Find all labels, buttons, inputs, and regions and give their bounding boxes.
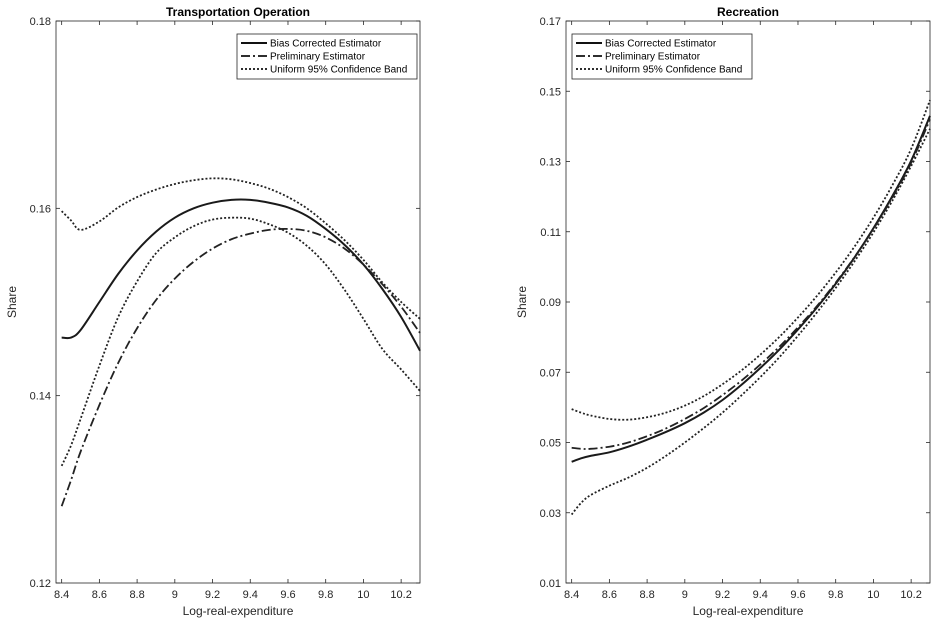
legend-label: Bias Corrected Estimator [270,39,382,50]
x-tick-label: 10 [867,589,879,601]
legend-label: Preliminary Estimator [270,52,366,63]
x-tick-label: 8.8 [129,589,144,601]
x-tick-label: 9.2 [205,589,220,601]
x-tick-label: 10.2 [900,589,921,601]
y-tick-label: 0.07 [540,367,561,379]
series-line-2 [571,118,931,450]
legend: Bias Corrected Estimator Preliminary Esti… [571,33,753,80]
y-tick-label: 0.18 [30,16,51,28]
legend-label: Preliminary Estimator [605,52,701,63]
legend: Bias Corrected Estimator Preliminary Esti… [236,33,418,80]
legend-label: Uniform 95% Confidence Band [270,65,407,76]
axes-box [55,20,421,584]
y-tick-label: 0.13 [540,157,561,169]
x-tick-label: 8.4 [564,589,579,601]
y-tick-label: 0.03 [540,508,561,520]
y-axis-label: Share [515,286,529,318]
y-axis-label: Share [5,286,19,318]
x-tick-label: 9 [682,589,688,601]
x-tick-label: 9 [172,589,178,601]
panel-1: Transportation Operation 8.4 8.6 8.8 9 9.2 9.4… [5,5,421,618]
x-tick-label: 8.6 [602,589,617,601]
y-tick-label: 0.05 [540,438,561,450]
series-line-3 [571,99,931,421]
chart-title: Recreation [717,5,779,19]
axes-box [565,20,931,584]
y-tick-label: 0.01 [540,578,561,590]
panel-2: Recreation 8.4 8.6 8.8 9 9.2 9.4 9.6 9.8 10 10.2 0.… [515,5,931,618]
series-line-1 [571,115,931,463]
x-tick-label: 9.4 [753,589,768,601]
x-axis-label: Log-real-expenditure [693,604,804,618]
series-line-2 [60,228,421,507]
x-tick-label: 10 [357,589,369,601]
y-tick-label: 0.14 [30,391,51,403]
x-tick-label: 9.8 [828,589,843,601]
y-tick-label: 0.16 [30,203,51,215]
series-line-4 [570,128,931,516]
x-axis-label: Log-real-expenditure [183,604,294,618]
x-tick-label: 9.2 [715,589,730,601]
x-tick-label: 9.6 [790,589,805,601]
x-tick-label: 8.4 [54,589,69,601]
series-line-4 [60,216,421,467]
legend-label: Bias Corrected Estimator [605,39,717,50]
x-tick-label: 10.2 [390,589,411,601]
legend-label: Uniform 95% Confidence Band [605,65,742,76]
chart-title: Transportation Operation [166,5,310,19]
y-tick-label: 0.12 [30,578,51,590]
series-line-3 [61,177,421,320]
x-tick-label: 9.4 [243,589,258,601]
y-tick-label: 0.11 [540,227,561,239]
y-tick-label: 0.09 [540,297,561,309]
series-line-1 [61,198,421,352]
x-tick-label: 9.8 [318,589,333,601]
x-tick-label: 9.6 [280,589,295,601]
x-tick-label: 8.6 [92,589,107,601]
x-tick-label: 8.8 [639,589,654,601]
y-tick-label: 0.15 [540,86,561,98]
y-tick-label: 0.17 [540,16,561,28]
